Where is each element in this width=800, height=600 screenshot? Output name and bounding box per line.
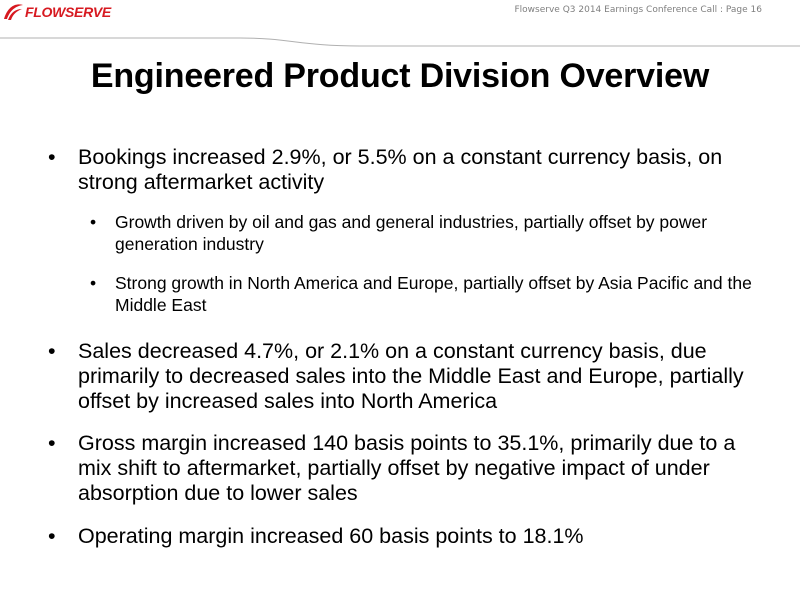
bullet-text: Bookings increased 2.9%, or 5.5% on a co… [78, 145, 723, 194]
bullet-text: Operating margin increased 60 basis poin… [78, 524, 584, 548]
bullet-marker: • [90, 212, 97, 232]
bullet-marker: • [48, 431, 56, 455]
bullet-text: Gross margin increased 140 basis points … [78, 431, 736, 505]
logo-wordmark: FLOWSERVE [25, 4, 111, 20]
flowserve-swoosh-logo-icon [4, 4, 23, 20]
slide-title: Engineered Product Division Overview [90, 57, 710, 95]
bullet-marker: • [48, 339, 56, 363]
sub-bullet-item: • Strong growth in North America and Eur… [90, 272, 765, 316]
sub-bullet-text: Strong growth in North America and Europ… [115, 273, 752, 315]
bullet-marker: • [48, 145, 56, 169]
bullet-text: Sales decreased 4.7%, or 2.1% on a const… [78, 339, 744, 413]
bullet-marker: • [90, 273, 97, 293]
header-rule [0, 37, 800, 47]
flowserve-logo: FLOWSERVE [2, 2, 111, 22]
bullet-item: • Bookings increased 2.9%, or 5.5% on a … [48, 145, 768, 195]
bullet-marker: • [48, 524, 56, 548]
header-caption: Flowserve Q3 2014 Earnings Conference Ca… [514, 5, 763, 15]
bullet-item: • Operating margin increased 60 basis po… [48, 524, 768, 549]
bullet-item: • Gross margin increased 140 basis point… [48, 431, 768, 506]
sub-bullet-item: • Growth driven by oil and gas and gener… [90, 211, 765, 255]
bullet-item: • Sales decreased 4.7%, or 2.1% on a con… [48, 339, 768, 414]
sub-bullet-text: Growth driven by oil and gas and general… [115, 212, 708, 254]
